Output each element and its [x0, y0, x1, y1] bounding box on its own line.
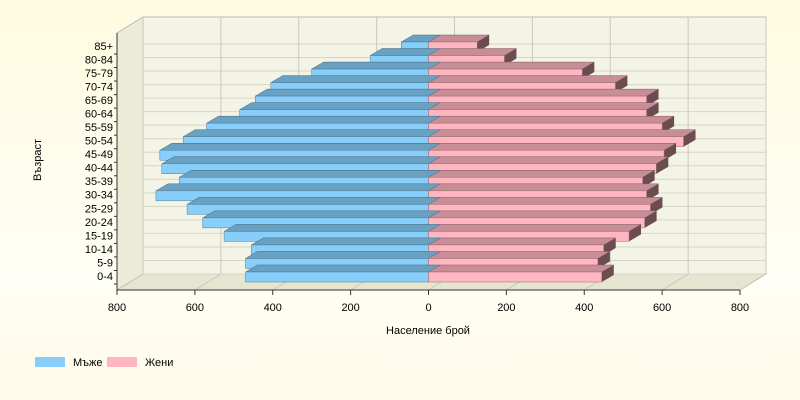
- bar-top: [427, 237, 617, 246]
- bar-top: [186, 197, 442, 205]
- floor-grid-line: [194, 273, 222, 291]
- bar-side: [597, 251, 610, 269]
- x-tick-label: 0: [425, 302, 431, 314]
- bar-side: [646, 183, 659, 201]
- bar-top: [427, 142, 677, 151]
- bar-top: [427, 264, 615, 273]
- bar: [245, 271, 429, 283]
- bar-top: [427, 170, 656, 178]
- y-tick-label: 35-39: [85, 176, 113, 188]
- bar-top: [427, 88, 660, 97]
- bar-top: [269, 75, 442, 83]
- left-wall: [116, 16, 144, 291]
- bar-top: [254, 88, 442, 97]
- x-tick-label: 400: [575, 302, 593, 314]
- floor-grid-line: [116, 273, 144, 291]
- bar-top: [244, 251, 442, 259]
- legend-label: Мъже: [73, 357, 103, 369]
- x-tick-label: 600: [186, 302, 204, 314]
- bar-side: [662, 116, 675, 134]
- bar-top: [427, 48, 518, 56]
- bar-side: [504, 48, 517, 66]
- bar-top: [427, 115, 676, 124]
- bar-side: [646, 89, 659, 107]
- bar-top: [205, 115, 442, 124]
- y-tick-label: 40-44: [85, 163, 113, 175]
- bar-top: [427, 224, 642, 232]
- bar-top: [158, 142, 442, 151]
- y-tick-label: 0-4: [97, 271, 113, 283]
- bar-side: [629, 224, 642, 242]
- y-tick-label: 55-59: [85, 122, 113, 134]
- x-tick-label: 800: [108, 302, 126, 314]
- bar-top: [427, 61, 596, 70]
- bar-top: [238, 102, 442, 110]
- bar-side: [615, 75, 628, 93]
- y-tick-label: 20-24: [85, 217, 113, 229]
- bar-top: [310, 61, 442, 70]
- bar-top: [427, 129, 697, 137]
- bar-top: [244, 264, 442, 273]
- bar-top: [427, 197, 664, 205]
- bar: [428, 271, 603, 283]
- bar-side: [656, 156, 669, 174]
- y-tick-label: 45-49: [85, 149, 113, 161]
- bar-top: [427, 210, 658, 219]
- y-tick-label: 25-29: [85, 203, 113, 215]
- bar-top: [250, 237, 442, 246]
- y-tick-label: 80-84: [85, 54, 113, 66]
- bar-side: [603, 237, 616, 255]
- bar-top: [427, 251, 611, 259]
- x-tick-label: 400: [264, 302, 282, 314]
- x-tick-label: 200: [497, 302, 515, 314]
- floor-grid-line: [661, 273, 689, 291]
- y-tick-label: 75-79: [85, 68, 113, 80]
- x-tick-label: 200: [341, 302, 359, 314]
- bar-side: [477, 35, 490, 52]
- bar-top: [427, 102, 660, 110]
- legend-label: Жени: [145, 357, 173, 369]
- y-tick-label: 60-64: [85, 109, 113, 121]
- bar-top: [182, 129, 442, 137]
- bar-top: [178, 170, 442, 178]
- bar-top: [201, 210, 442, 219]
- y-tick-label: 85+: [94, 41, 113, 53]
- bar-top: [160, 156, 442, 165]
- y-tick-label: 30-34: [85, 190, 113, 202]
- legend-swatch: [107, 357, 137, 367]
- legend-swatch: [35, 357, 65, 367]
- x-tick-label: 800: [731, 302, 749, 314]
- bar-top: [155, 183, 442, 192]
- floor-grid-line: [739, 273, 767, 291]
- y-tick-label: 70-74: [85, 81, 113, 93]
- bar-top: [223, 224, 442, 232]
- bar-side: [601, 265, 614, 282]
- x-tick-label: 600: [653, 302, 671, 314]
- y-tick-label: 10-14: [85, 244, 113, 256]
- y-tick-label: 65-69: [85, 95, 113, 107]
- bar-side: [646, 102, 659, 120]
- bar-side: [582, 62, 595, 80]
- bar-side: [642, 170, 655, 188]
- bar-top: [427, 156, 670, 165]
- bar-side: [644, 210, 657, 228]
- bar-side: [664, 143, 677, 161]
- bar-top: [427, 183, 660, 192]
- y-axis-title: Възраст: [32, 139, 44, 181]
- y-tick-label: 15-19: [85, 230, 113, 242]
- y-tick-label: 5-9: [97, 257, 113, 269]
- bar-top: [427, 75, 629, 83]
- bar-side: [650, 197, 663, 215]
- bar-side: [683, 129, 696, 147]
- y-tick-label: 50-54: [85, 136, 113, 148]
- x-axis-title: Население брой: [386, 325, 470, 337]
